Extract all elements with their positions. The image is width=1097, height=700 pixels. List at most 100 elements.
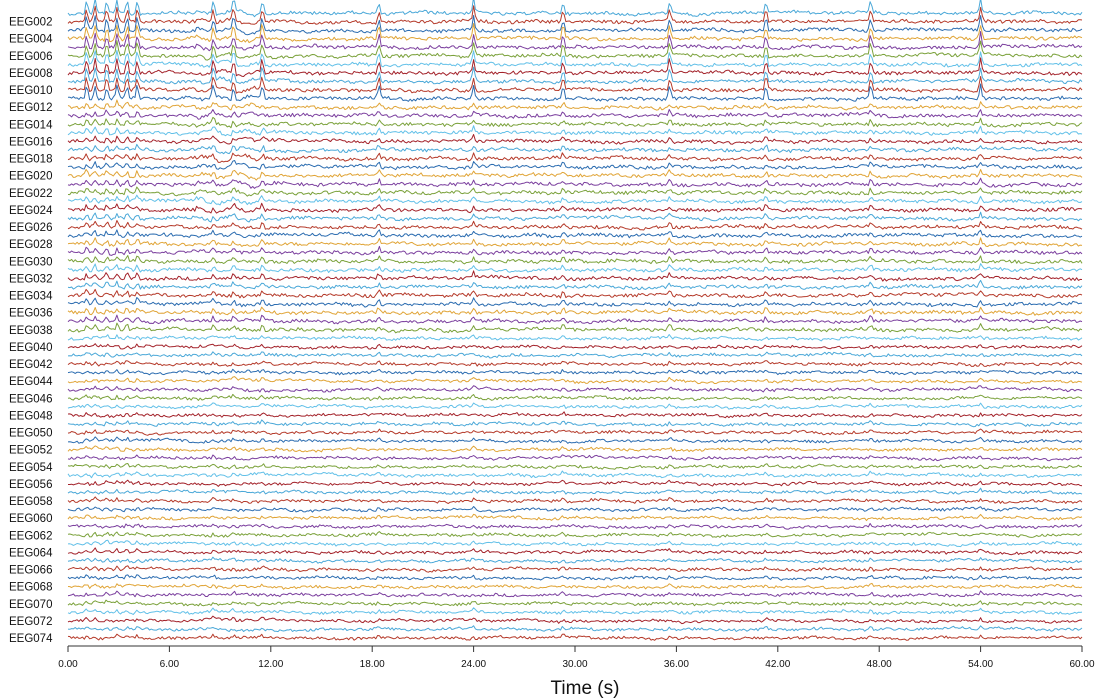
eeg-trace-013: [67, 109, 1083, 120]
eeg-trace-047: [67, 402, 1083, 410]
channel-label: EEG016: [9, 136, 52, 148]
eeg-trace-033: [67, 279, 1083, 290]
eeg-trace-071: [67, 607, 1083, 615]
eeg-trace-074: [67, 633, 1083, 641]
eeg-trace-012: [67, 99, 1083, 111]
eeg-trace-044: [67, 376, 1083, 385]
x-axis-title: Time (s): [551, 678, 620, 699]
eeg-trace-014: [67, 116, 1083, 129]
eeg-trace-020: [67, 169, 1083, 181]
channel-label: EEG006: [9, 51, 52, 63]
x-tick-label: 24.00: [461, 659, 486, 670]
x-tick-label: 42.00: [765, 659, 790, 670]
eeg-trace-055: [67, 470, 1083, 479]
eeg-trace-025: [67, 211, 1083, 223]
eeg-trace-023: [67, 194, 1083, 206]
x-tick-label: 60.00: [1069, 659, 1094, 670]
eeg-trace-038: [67, 322, 1083, 334]
eeg-trace-042: [67, 360, 1083, 367]
x-tick-label: 0.00: [58, 659, 78, 670]
x-axis: 0.00 6.00 12.00 18.00 24.00 30.00 36.00 42.00 48…: [58, 645, 1095, 670]
eeg-trace-027: [67, 229, 1083, 239]
channel-labels: EEG002 EEG004 EEG006 EEG008 EEG010 EEG012 EEG0…: [9, 17, 53, 645]
channel-label: EEG018: [9, 154, 52, 166]
eeg-trace-072: [67, 615, 1083, 625]
eeg-trace-061: [67, 523, 1083, 530]
eeg-trace-050: [67, 428, 1083, 436]
channel-label: EEG012: [9, 102, 52, 114]
channel-label: EEG052: [9, 445, 52, 457]
eeg-trace-016: [67, 134, 1083, 145]
eeg-trace-046: [67, 393, 1083, 401]
eeg-trace-010: [67, 76, 1083, 94]
channel-label: EEG002: [9, 17, 52, 29]
channel-label: EEG022: [9, 188, 52, 200]
channel-label: EEG058: [9, 496, 52, 508]
eeg-trace-004: [67, 23, 1083, 44]
eeg-trace-021: [67, 177, 1083, 189]
eeg-trace-018: [67, 152, 1083, 163]
eeg-trace-062: [67, 531, 1083, 538]
channel-label: EEG024: [9, 205, 53, 217]
eeg-trace-024: [67, 202, 1083, 214]
eeg-trace-031: [67, 263, 1083, 273]
eeg-trace-057: [67, 487, 1083, 495]
channel-label: EEG072: [9, 616, 52, 628]
channel-label: EEG008: [9, 68, 52, 80]
eeg-trace-037: [67, 314, 1083, 325]
channel-label: EEG030: [9, 256, 52, 268]
eeg-trace-008: [67, 57, 1083, 77]
channel-label: EEG044: [9, 376, 53, 388]
eeg-trace-068: [67, 582, 1083, 590]
eeg-trace-054: [67, 463, 1082, 470]
channel-label: EEG014: [9, 119, 53, 131]
channel-label: EEG066: [9, 565, 52, 577]
eeg-trace-048: [67, 411, 1083, 419]
eeg-trace-049: [67, 419, 1083, 428]
eeg-trace-029: [67, 245, 1083, 256]
channel-label: EEG036: [9, 308, 52, 320]
channel-label: EEG070: [9, 599, 52, 611]
channel-label: EEG050: [9, 428, 52, 440]
eeg-trace-053: [67, 454, 1082, 462]
eeg-trace-028: [67, 237, 1083, 247]
channel-label: EEG056: [9, 479, 52, 491]
eeg-traces: [67, 0, 1083, 641]
eeg-trace-067: [67, 574, 1083, 581]
eeg-trace-002: [67, 5, 1083, 25]
channel-label: EEG040: [9, 342, 52, 354]
eeg-trace-011: [67, 83, 1083, 102]
channel-label: EEG020: [9, 171, 52, 183]
eeg-trace-060: [67, 513, 1083, 522]
x-tick-label: 30.00: [562, 659, 587, 670]
channel-label: EEG038: [9, 325, 52, 337]
eeg-trace-007: [67, 49, 1083, 68]
eeg-trace-064: [67, 547, 1083, 556]
eeg-trace-030: [67, 255, 1083, 265]
channel-label: EEG026: [9, 222, 52, 234]
eeg-trace-066: [67, 565, 1083, 573]
channel-label: EEG004: [9, 34, 53, 46]
eeg-trace-001: [67, 0, 1083, 18]
eeg-trace-056: [68, 479, 1083, 487]
x-tick-label: 36.00: [664, 659, 689, 670]
channel-label: EEG034: [9, 291, 53, 303]
channel-label: EEG042: [9, 359, 52, 371]
eeg-trace-026: [67, 220, 1083, 231]
eeg-trace-003: [67, 15, 1083, 36]
x-tick-label: 12.00: [258, 659, 283, 670]
x-tick-label: 48.00: [867, 659, 892, 670]
eeg-trace-065: [67, 556, 1083, 564]
eeg-trace-036: [67, 306, 1083, 316]
eeg-trace-070: [67, 599, 1083, 607]
x-tick-label: 54.00: [968, 659, 993, 670]
eeg-trace-059: [67, 506, 1083, 513]
eeg-trace-039: [67, 334, 1083, 342]
eeg-trace-005: [67, 31, 1083, 52]
channel-label: EEG054: [9, 462, 53, 474]
channel-label: EEG068: [9, 582, 52, 594]
eeg-trace-019: [67, 160, 1083, 171]
eeg-trace-069: [67, 590, 1083, 598]
eeg-trace-006: [67, 40, 1083, 61]
eeg-trace-015: [67, 125, 1083, 137]
